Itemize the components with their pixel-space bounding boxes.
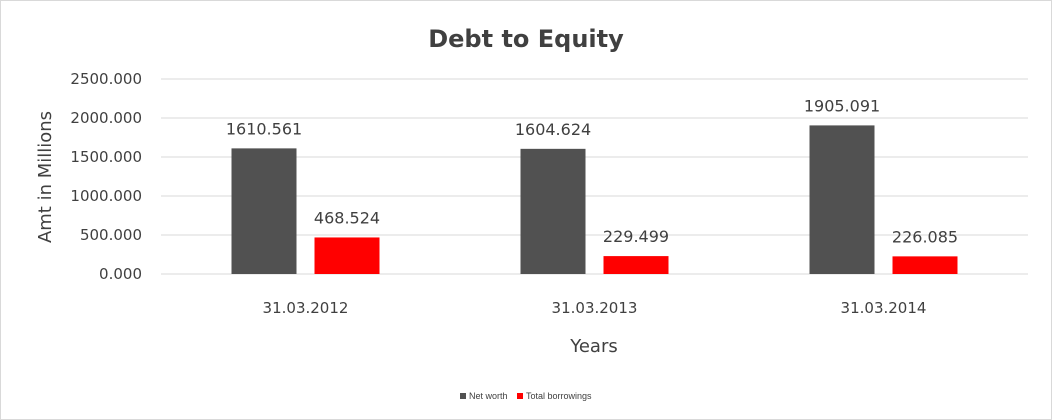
y-axis-ticks: 0.000 500.000 1000.000 1500.000 2000.000 2500… [70, 70, 142, 283]
y-tick-label: 2500.000 [70, 70, 142, 88]
data-label: 1905.091 [804, 96, 880, 115]
y-tick-label: 2000.000 [70, 109, 142, 127]
data-label: 229.499 [603, 227, 669, 246]
data-label: 1604.624 [515, 120, 591, 139]
legend-swatch-total-borrowings [517, 393, 523, 399]
bar-net-worth-3 [809, 125, 875, 275]
data-labels: 1610.561 468.524 1604.624 229.499 1905.091 22… [226, 96, 958, 246]
data-label: 1610.561 [226, 119, 302, 138]
x-tick-label: 31.03.2012 [263, 299, 349, 317]
bar-net-worth-2 [520, 148, 586, 274]
bar-total-borrowings-2 [603, 256, 669, 274]
y-tick-label: 500.000 [80, 226, 142, 244]
y-tick-label: 1500.000 [70, 148, 142, 166]
data-label: 468.524 [314, 208, 380, 227]
x-tick-label: 31.03.2013 [552, 299, 638, 317]
chart-title: Debt to Equity [428, 25, 624, 53]
legend-label: Net worth [469, 391, 508, 401]
x-axis-title: Years [569, 336, 618, 357]
y-tick-label: 1000.000 [70, 187, 142, 205]
y-axis-title: Amt in Millions [35, 111, 56, 243]
legend-label: Total borrowings [526, 391, 592, 401]
bar-total-borrowings-1 [314, 237, 380, 274]
y-tick-label: 0.000 [99, 265, 142, 283]
bars [231, 125, 958, 275]
bar-total-borrowings-3 [892, 256, 958, 274]
legend: Net worth Total borrowings [460, 391, 592, 401]
legend-swatch-net-worth [460, 393, 466, 399]
x-axis-ticks: 31.03.2012 31.03.2013 31.03.2014 [263, 299, 927, 317]
x-tick-label: 31.03.2014 [841, 299, 927, 317]
gridlines [161, 78, 1028, 275]
data-label: 226.085 [892, 227, 958, 246]
bar-net-worth-1 [231, 148, 297, 274]
